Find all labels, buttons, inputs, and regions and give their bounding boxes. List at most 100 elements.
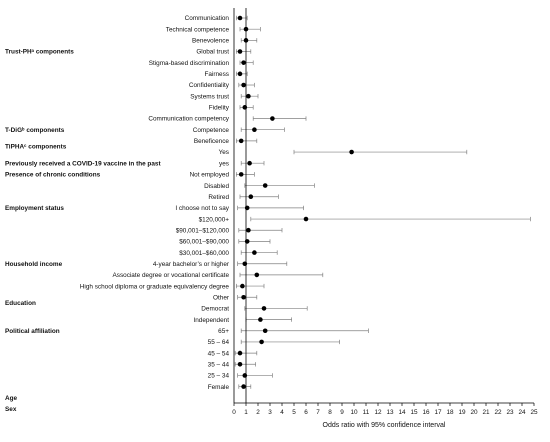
- row-label: Confidentiality: [189, 82, 230, 89]
- forest-row: $30,001–$60,000: [179, 250, 278, 257]
- forest-row: yes: [219, 160, 265, 167]
- forest-row: Fairness: [204, 71, 248, 78]
- forest-row: Global trust: [196, 49, 252, 56]
- row-label: Technical competence: [166, 26, 230, 33]
- x-tick-label: 4: [280, 409, 284, 416]
- row-label: $60,001–$90,000: [179, 239, 229, 246]
- row-label: Systems trust: [190, 93, 229, 100]
- row-label: Other: [213, 294, 230, 301]
- forest-row: 35 – 44: [208, 361, 256, 368]
- x-tick-label: 17: [434, 409, 442, 416]
- x-tick-label: 25: [530, 409, 538, 416]
- odds-ratio-point: [262, 328, 268, 334]
- group-label: TiPHAᶜ components: [5, 144, 67, 151]
- row-label: 35 – 44: [208, 361, 230, 368]
- forest-row: $90,001–$120,000: [176, 227, 283, 234]
- x-tick-label: 19: [458, 409, 466, 416]
- odds-ratio-point: [246, 93, 251, 99]
- x-axis-ticks: 0 1 2 3 4 5 6 7 8 9 10 11 12 13 14 15 16 17 18 19 20 21 22 23 24…: [232, 403, 538, 416]
- row-label: Competence: [193, 127, 230, 134]
- row-label: Fairness: [204, 71, 229, 78]
- odds-ratio-point: [241, 82, 246, 88]
- x-tick-label: 2: [256, 409, 260, 416]
- forest-row: High school diploma or graduate equivale…: [80, 283, 265, 290]
- forest-row: Competence: [193, 127, 285, 134]
- forest-row: Democrat: [201, 306, 308, 313]
- odds-ratio-point: [242, 373, 248, 378]
- group-label: Previously received a COVID-19 vaccine i…: [5, 160, 161, 167]
- row-label: Independent: [193, 317, 229, 324]
- row-label: Associate degree or vocational certifica…: [112, 272, 229, 279]
- forest-row: 55 – 64: [208, 339, 340, 346]
- forest-row: Yes: [219, 149, 468, 156]
- forest-row: Confidentiality: [189, 82, 255, 89]
- x-tick-label: 11: [363, 409, 370, 416]
- group-label: Education: [5, 300, 36, 307]
- row-label: $30,001–$60,000: [179, 250, 229, 257]
- row-label: Not employed: [190, 172, 230, 179]
- row-label: Fidelity: [209, 105, 230, 112]
- x-tick-label: 9: [340, 409, 344, 416]
- x-tick-label: 20: [470, 409, 478, 416]
- group-label: T-DiGᵇ components: [5, 127, 65, 134]
- odds-ratio-point: [270, 116, 275, 121]
- row-label: Stigma-based discrimination: [149, 60, 230, 67]
- odds-ratio-point: [248, 194, 254, 200]
- forest-row: Communication competency: [148, 116, 307, 123]
- x-tick-label: 21: [482, 409, 490, 416]
- odds-ratio-point: [261, 306, 267, 311]
- group-label: Age: [5, 395, 18, 402]
- forest-row: Benevolence: [192, 38, 258, 45]
- odds-ratio-point: [237, 15, 243, 21]
- x-tick-label: 22: [494, 409, 502, 416]
- row-label: High school diploma or graduate equivale…: [80, 283, 230, 290]
- row-label: 25 – 34: [208, 373, 230, 380]
- row-label: Disabled: [204, 183, 229, 190]
- x-tick-label: 14: [398, 409, 406, 416]
- forest-row: Fidelity: [209, 105, 254, 112]
- odds-ratio-point: [247, 160, 252, 166]
- row-label: Communication competency: [148, 116, 229, 123]
- forest-row: $120,000+: [199, 216, 531, 223]
- x-tick-label: 18: [446, 409, 454, 416]
- x-tick-label: 10: [350, 409, 358, 416]
- forest-row: 25 – 34: [208, 373, 273, 380]
- group-labels: Trust-PHᵃ components T-DiGᵇ components TiP…: [5, 49, 161, 413]
- row-label: 4-year bachelor’s or higher: [153, 261, 230, 268]
- odds-ratio-point: [258, 317, 263, 322]
- x-tick-label: 1: [244, 409, 248, 416]
- row-label: 55 – 64: [208, 339, 230, 346]
- x-tick-label: 0: [232, 409, 236, 416]
- odds-ratio-point: [262, 183, 268, 188]
- forest-row: 4-year bachelor’s or higher: [153, 261, 288, 268]
- group-label: Sex: [5, 406, 17, 413]
- forest-row: Beneficence: [194, 138, 258, 145]
- x-tick-label: 23: [506, 409, 514, 416]
- odds-ratio-point: [241, 294, 246, 300]
- x-tick-label: 8: [328, 409, 332, 416]
- x-tick-label: 5: [292, 409, 296, 416]
- plot-rows: Communication Technical competence Benevol…: [80, 15, 531, 391]
- group-label: Employment status: [5, 205, 64, 212]
- row-label: Retired: [208, 194, 229, 201]
- row-label: Global trust: [196, 49, 229, 56]
- odds-ratio-point: [237, 350, 243, 356]
- forest-row: 65+: [218, 328, 369, 335]
- odds-ratio-point: [259, 339, 264, 345]
- odds-ratio-point: [244, 239, 250, 244]
- x-tick-label: 16: [422, 409, 430, 416]
- forest-row: Stigma-based discrimination: [149, 60, 254, 67]
- x-tick-label: 15: [410, 409, 418, 416]
- forest-row: Not employed: [190, 172, 255, 179]
- odds-ratio-point: [241, 60, 246, 65]
- row-label: 65+: [218, 328, 229, 335]
- row-label: Benevolence: [192, 38, 229, 45]
- x-tick-label: 3: [268, 409, 272, 416]
- forest-row: Associate degree or vocational certifica…: [112, 272, 324, 279]
- group-label: Presence of chronic conditions: [5, 172, 101, 179]
- forest-row: I choose not to say: [175, 205, 304, 212]
- odds-ratio-point: [241, 384, 246, 389]
- forest-row: Communication: [185, 15, 248, 22]
- odds-ratio-point: [240, 283, 245, 289]
